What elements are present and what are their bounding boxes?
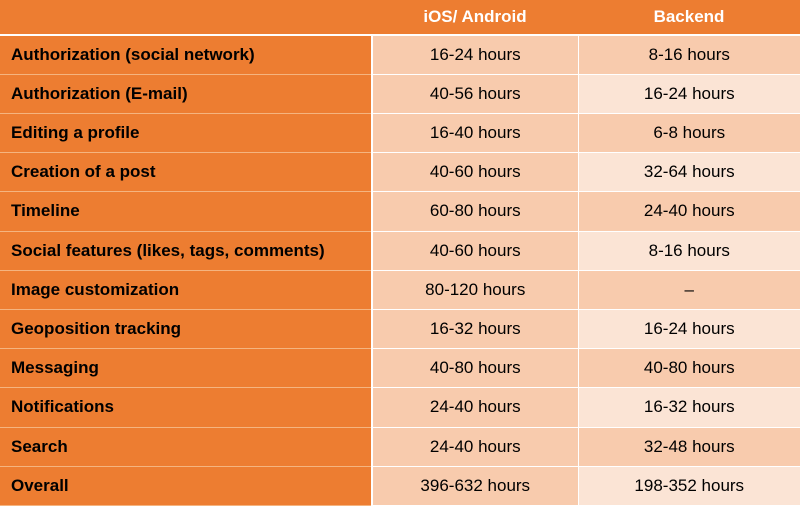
table-row: Notifications 24-40 hours 16-32 hours (0, 387, 800, 428)
header-ios-android: iOS/ Android (372, 0, 578, 36)
header-feature (0, 0, 372, 36)
backend-value: – (578, 270, 800, 310)
ios-android-value: 80-120 hours (372, 270, 579, 310)
backend-value: 8-16 hours (578, 35, 800, 75)
feature-label: Social features (likes, tags, comments) (0, 231, 373, 271)
backend-value: 32-64 hours (578, 152, 800, 193)
ios-android-value: 24-40 hours (372, 387, 579, 428)
feature-label: Geoposition tracking (0, 309, 373, 350)
feature-label: Search (0, 427, 373, 467)
header-row: iOS/ Android Backend (0, 0, 800, 36)
feature-label: Creation of a post (0, 152, 373, 193)
table-row: Social features (likes, tags, comments) … (0, 231, 800, 271)
backend-value: 8-16 hours (578, 231, 800, 271)
ios-android-value: 40-60 hours (372, 152, 579, 193)
feature-label: Authorization (E-mail) (0, 74, 373, 114)
backend-value: 16-32 hours (578, 387, 800, 428)
ios-android-total: 396-632 hours (372, 466, 579, 506)
feature-label: Editing a profile (0, 113, 373, 154)
table-row: Authorization (social network) 16-24 hou… (0, 35, 800, 75)
ios-android-value: 40-80 hours (372, 348, 579, 389)
feature-label: Authorization (social network) (0, 35, 373, 75)
ios-android-value: 16-32 hours (372, 309, 579, 350)
feature-label: Messaging (0, 348, 373, 389)
feature-label: Image customization (0, 270, 373, 310)
table-row: Editing a profile 16-40 hours 6-8 hours (0, 113, 800, 154)
total-row: Overall 396-632 hours 198-352 hours (0, 466, 800, 506)
ios-android-value: 40-60 hours (372, 231, 579, 271)
ios-android-value: 16-24 hours (372, 35, 579, 75)
feature-label: Timeline (0, 191, 373, 232)
ios-android-value: 40-56 hours (372, 74, 579, 114)
table-row: Creation of a post 40-60 hours 32-64 hou… (0, 152, 800, 193)
feature-label: Notifications (0, 387, 373, 428)
ios-android-value: 60-80 hours (372, 191, 579, 232)
table-row: Authorization (E-mail) 40-56 hours 16-24… (0, 74, 800, 114)
backend-value: 32-48 hours (578, 427, 800, 467)
backend-value: 16-24 hours (578, 309, 800, 350)
table-row: Search 24-40 hours 32-48 hours (0, 427, 800, 467)
table-row: Timeline 60-80 hours 24-40 hours (0, 191, 800, 232)
header-backend: Backend (578, 0, 800, 36)
ios-android-value: 24-40 hours (372, 427, 579, 467)
backend-total: 198-352 hours (578, 466, 800, 506)
backend-value: 16-24 hours (578, 74, 800, 114)
feature-label: Overall (0, 466, 373, 506)
table-row: Image customization 80-120 hours – (0, 270, 800, 310)
backend-value: 6-8 hours (578, 113, 800, 154)
backend-value: 40-80 hours (578, 348, 800, 389)
table-row: Geoposition tracking 16-32 hours 16-24 h… (0, 309, 800, 350)
table-row: Messaging 40-80 hours 40-80 hours (0, 348, 800, 389)
backend-value: 24-40 hours (578, 191, 800, 232)
ios-android-value: 16-40 hours (372, 113, 579, 154)
